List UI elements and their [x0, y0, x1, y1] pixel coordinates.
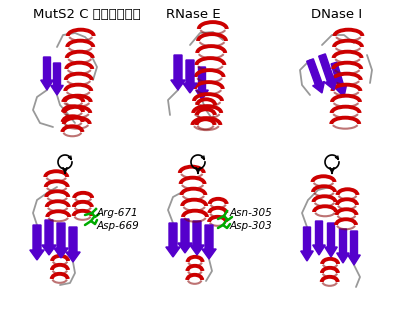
- Polygon shape: [348, 231, 360, 265]
- Polygon shape: [331, 62, 346, 97]
- Text: MutS2 C 末端ドメイン: MutS2 C 末端ドメイン: [33, 8, 141, 21]
- Polygon shape: [178, 219, 192, 253]
- Text: Asn-305: Asn-305: [230, 208, 273, 218]
- Polygon shape: [166, 223, 180, 257]
- Polygon shape: [51, 63, 63, 95]
- Polygon shape: [41, 57, 53, 90]
- Polygon shape: [183, 60, 197, 93]
- Polygon shape: [42, 220, 56, 255]
- Text: RNase E: RNase E: [166, 8, 220, 21]
- Polygon shape: [301, 227, 313, 261]
- Text: Asp-303: Asp-303: [230, 221, 273, 231]
- Polygon shape: [30, 225, 44, 260]
- Polygon shape: [190, 221, 204, 255]
- Polygon shape: [319, 54, 337, 90]
- Polygon shape: [196, 67, 208, 100]
- Polygon shape: [54, 223, 68, 258]
- Polygon shape: [313, 221, 325, 255]
- Polygon shape: [337, 229, 349, 263]
- Polygon shape: [171, 55, 185, 90]
- Text: Arg-671: Arg-671: [97, 208, 139, 218]
- Text: DNase I: DNase I: [312, 8, 362, 21]
- Polygon shape: [307, 59, 324, 93]
- Text: Asp-669: Asp-669: [97, 221, 140, 231]
- Polygon shape: [202, 225, 216, 259]
- Polygon shape: [66, 227, 80, 262]
- Polygon shape: [325, 223, 337, 257]
